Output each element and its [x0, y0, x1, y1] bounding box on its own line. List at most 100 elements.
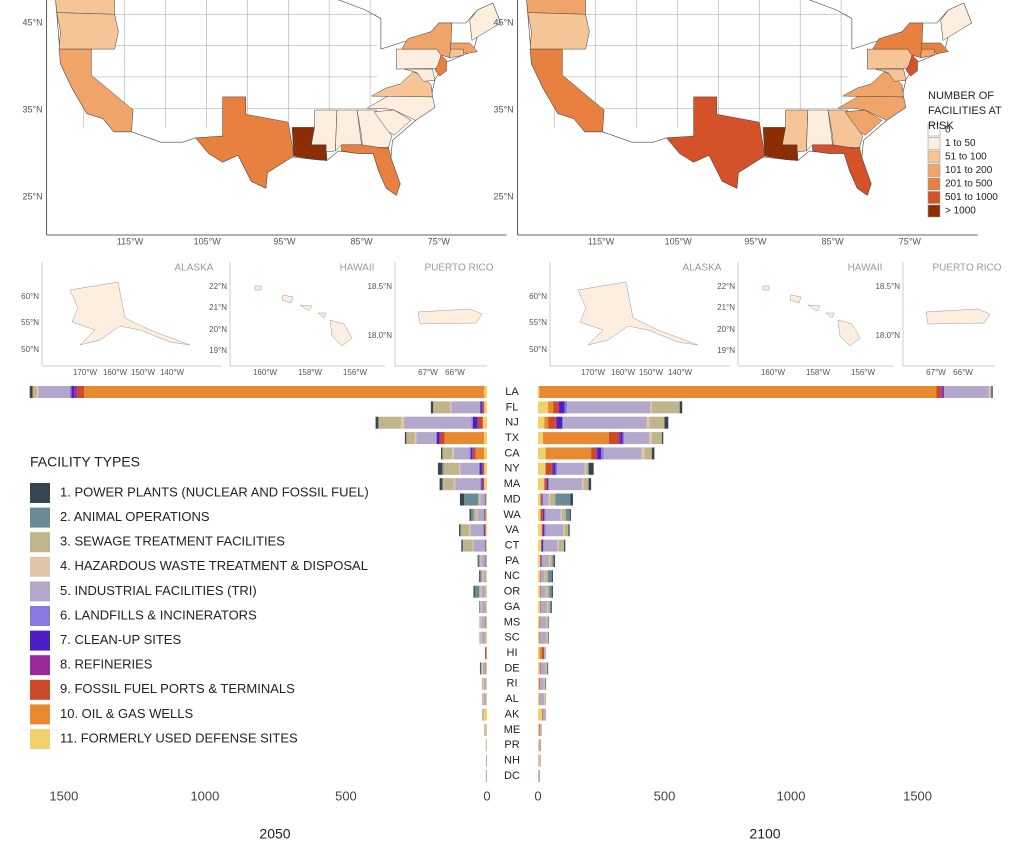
bar-segment	[461, 539, 463, 552]
bar-segment	[543, 677, 545, 690]
bar-segment	[559, 401, 565, 414]
bar-segment	[558, 401, 560, 414]
map-legend-label: 1 to 50	[945, 138, 976, 149]
map-lat-label: 45°N	[494, 17, 514, 27]
bar-segment	[540, 508, 544, 521]
map-legend-label: 0	[945, 125, 951, 136]
legend-swatch	[30, 655, 50, 676]
bar-segment	[538, 554, 541, 567]
inset-lat-label: 20°N	[209, 325, 227, 334]
bar-segment	[464, 493, 479, 506]
bar-segment	[483, 677, 487, 690]
bar-segment	[471, 416, 473, 429]
bar-segment	[544, 693, 545, 706]
bar-segment	[538, 616, 540, 629]
legend-label: 4. HAZARDOUS WASTE TREATMENT & DISPOSAL	[60, 558, 368, 573]
bar-segment	[481, 601, 482, 614]
x-tick-label: 1500	[903, 788, 932, 803]
bar-segment	[548, 631, 549, 644]
bar-segment	[568, 524, 570, 537]
bar-segment	[541, 723, 543, 736]
inset-land	[925, 308, 991, 325]
bar-segment	[545, 462, 552, 475]
legend-swatch	[30, 606, 50, 626]
bar-segment	[481, 616, 486, 629]
bar-segment	[553, 554, 555, 567]
bar-segment	[483, 693, 487, 706]
bar-segment	[486, 647, 487, 660]
bar-segment	[477, 508, 485, 521]
category-label: DE	[504, 662, 519, 674]
category-label: NY	[504, 463, 520, 475]
legend-label: 11. FORMERLY USED DEFENSE SITES	[60, 730, 298, 745]
bar-segment	[450, 401, 452, 414]
category-label: NH	[504, 755, 520, 767]
bar-segment	[451, 401, 480, 414]
bar-segment	[570, 493, 573, 506]
bar-segment	[538, 708, 543, 721]
bar-segment	[661, 432, 664, 445]
bar-segment	[479, 662, 481, 675]
map-legend-swatch	[927, 191, 941, 204]
bar-segment	[549, 554, 550, 567]
bar-segment	[470, 508, 474, 521]
bar-segment	[453, 478, 456, 491]
bar-segment	[651, 447, 655, 460]
bar-segment	[542, 708, 543, 721]
legend-label: 6. LANDFILLS & INCINERATORS	[60, 607, 257, 622]
bar-segment	[484, 508, 486, 521]
state	[401, 22, 453, 59]
inset-lat-label: 50°N	[529, 345, 547, 354]
bar-segment	[540, 601, 541, 614]
bar-segment	[544, 508, 546, 521]
map-legend-swatch	[927, 164, 941, 177]
inset-lat-label: 22°N	[717, 282, 735, 291]
inset-lat-label: 18.5°N	[367, 282, 392, 291]
bar-segment	[540, 585, 541, 598]
bar-segment	[564, 401, 568, 414]
map-legend-swatch	[927, 177, 941, 191]
category-label: VA	[505, 524, 520, 536]
state	[434, 54, 447, 77]
bar-segment	[608, 432, 619, 445]
bar-segment	[485, 723, 486, 736]
x-tick-label: 1000	[777, 788, 806, 803]
inset-lat-label: 18.0°N	[875, 331, 900, 340]
bar-segment	[588, 462, 594, 475]
inset-lat-label: 55°N	[21, 318, 39, 327]
bar-segment	[543, 539, 558, 552]
bar-segment	[539, 631, 541, 644]
bar-segment	[485, 508, 487, 521]
bar-segment	[479, 585, 481, 598]
map-legend-label: 101 to 200	[945, 165, 993, 176]
state	[404, 68, 436, 82]
bar-segment	[460, 524, 469, 537]
bar-segment	[538, 478, 545, 491]
bar-segment	[483, 677, 484, 690]
inset-lon-label: 160°W	[761, 368, 786, 377]
bar-segment	[70, 386, 72, 398]
bar-segment	[460, 462, 479, 475]
legend-title: FACILITY TYPES	[30, 454, 140, 470]
bar-segment	[436, 432, 440, 445]
bar-segment	[545, 447, 592, 460]
bar-segment	[564, 539, 566, 552]
x-axis-label: 2100	[749, 826, 780, 841]
bar-segment	[480, 478, 482, 491]
bar-segment	[77, 386, 85, 398]
bar-segment	[550, 493, 556, 506]
bar-segment	[403, 416, 472, 429]
bar-segment	[544, 647, 546, 660]
map-lat-label: 35°N	[494, 104, 514, 114]
bar-segment	[481, 554, 486, 567]
state	[370, 71, 433, 98]
bar-segment	[481, 631, 486, 644]
bar-segment	[485, 508, 486, 521]
map-lon-label: 75°W	[899, 236, 922, 246]
bar-segment	[474, 585, 480, 598]
legend-label: 8. REFINERIES	[60, 657, 153, 672]
category-label: TX	[505, 432, 520, 444]
bar-segment	[84, 386, 485, 398]
inset-land	[69, 281, 191, 346]
bar-segment	[485, 585, 487, 598]
